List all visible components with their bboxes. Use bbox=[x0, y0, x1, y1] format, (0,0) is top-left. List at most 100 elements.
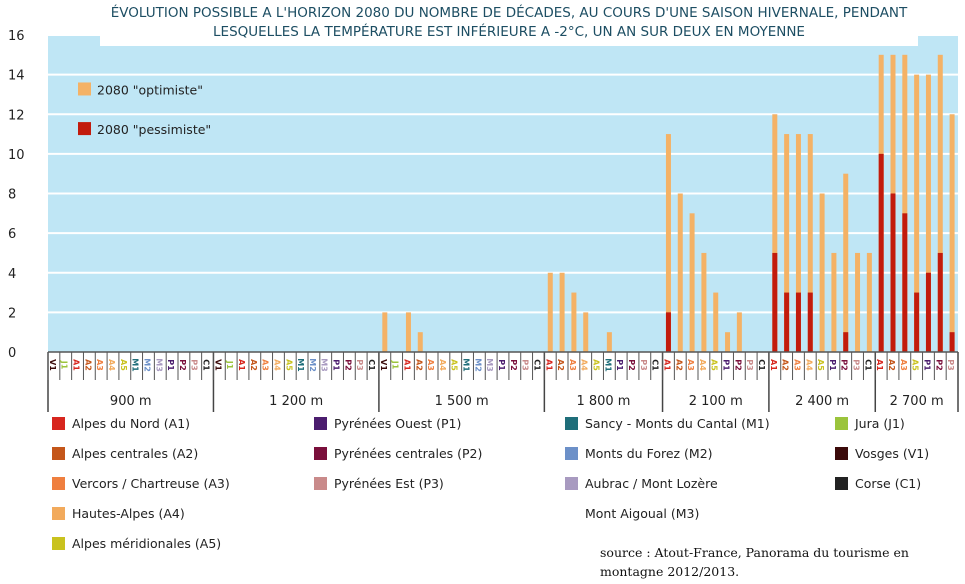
bar-optimiste bbox=[831, 252, 837, 352]
legend-label: Mont Aigoual (M3) bbox=[585, 506, 700, 521]
station-label: M3 bbox=[154, 358, 163, 372]
station-label: A1 bbox=[72, 359, 81, 371]
station-label: A3 bbox=[95, 359, 104, 371]
station-label: A2 bbox=[83, 359, 92, 371]
station-label: J1 bbox=[391, 360, 400, 370]
station-label: A4 bbox=[438, 359, 447, 371]
legend-swatch-optimiste bbox=[78, 82, 91, 96]
source-line-2: montagne 2012/2013. bbox=[600, 564, 740, 579]
source-note: source : Atout-France, Panorama du touri… bbox=[600, 543, 909, 581]
bar-optimiste bbox=[701, 252, 707, 352]
legend-swatch bbox=[835, 447, 848, 460]
legend-swatch bbox=[835, 417, 848, 430]
station-label: P3 bbox=[355, 359, 364, 370]
bar-pessimiste bbox=[937, 252, 943, 352]
bar-optimiste bbox=[795, 134, 801, 352]
bar-pessimiste bbox=[772, 252, 778, 352]
bar-pessimiste bbox=[925, 272, 931, 352]
bar-pessimiste bbox=[843, 332, 849, 352]
y-tick-label: 0 bbox=[8, 346, 16, 361]
source-line-1: source : Atout-France, Panorama du touri… bbox=[600, 545, 909, 560]
station-label: P1 bbox=[615, 359, 624, 371]
station-label: A1 bbox=[769, 359, 778, 371]
chart-title: ÉVOLUTION POSSIBLE A L'HORIZON 2080 DU N… bbox=[100, 4, 918, 46]
station-label: A3 bbox=[261, 359, 270, 371]
bar-pessimiste bbox=[784, 292, 790, 352]
station-label: P3 bbox=[521, 359, 530, 370]
bar-optimiste bbox=[925, 74, 931, 352]
legend-item: Alpes du Nord (A1) bbox=[52, 416, 190, 431]
legend-item: Vercors / Chartreuse (A3) bbox=[52, 476, 230, 491]
station-label: P1 bbox=[828, 359, 837, 371]
legend-label: Corse (C1) bbox=[855, 476, 922, 491]
group-label: 2 100 m bbox=[689, 394, 743, 409]
bar-optimiste bbox=[547, 272, 553, 352]
legend-swatch bbox=[314, 447, 327, 460]
legend-swatch-pessimiste bbox=[78, 122, 91, 136]
station-label: P1 bbox=[922, 359, 931, 371]
station-label: J1 bbox=[225, 360, 234, 370]
station-label: A4 bbox=[698, 359, 707, 371]
bar-optimiste bbox=[843, 173, 849, 352]
station-label: M1 bbox=[131, 358, 140, 372]
station-label: A2 bbox=[556, 359, 565, 371]
legend-item: Aubrac / Mont Lozère bbox=[565, 476, 718, 491]
bar-optimiste bbox=[559, 272, 565, 352]
station-label: A4 bbox=[804, 359, 813, 371]
station-label: P1 bbox=[722, 359, 731, 371]
station-label: P2 bbox=[627, 359, 636, 370]
station-label: A5 bbox=[710, 359, 719, 371]
bar-pessimiste bbox=[890, 193, 896, 352]
station-label: P3 bbox=[745, 359, 754, 370]
bar-optimiste bbox=[772, 114, 778, 352]
station-label: A1 bbox=[875, 359, 884, 371]
group-label: 2 700 m bbox=[890, 394, 944, 409]
station-label: M3 bbox=[320, 358, 329, 372]
legend-label: Jura (J1) bbox=[855, 416, 905, 431]
station-label: M3 bbox=[485, 358, 494, 372]
legend-item: Jura (J1) bbox=[835, 416, 905, 431]
bar-pessimiste bbox=[665, 312, 671, 352]
legend-swatch bbox=[565, 477, 578, 490]
station-label: V1 bbox=[48, 359, 57, 371]
station-label: P3 bbox=[190, 359, 199, 370]
station-label: C1 bbox=[532, 359, 541, 371]
station-label: A1 bbox=[662, 359, 671, 371]
station-label: A2 bbox=[414, 359, 423, 371]
group-label: 1 500 m bbox=[435, 394, 489, 409]
bar-optimiste bbox=[417, 332, 423, 352]
legend-label: Vosges (V1) bbox=[855, 446, 930, 461]
y-tick-label: 6 bbox=[8, 227, 16, 242]
y-tick-label: 16 bbox=[8, 29, 25, 44]
bar-chart: 0 2 4 6 8 10 12 14 16 2080 "optimiste" 2080 "pessi… bbox=[8, 29, 959, 412]
station-label: P2 bbox=[509, 359, 518, 370]
station-label: P3 bbox=[852, 359, 861, 370]
station-label: A1 bbox=[237, 359, 246, 371]
bar-optimiste bbox=[807, 134, 813, 352]
y-tick-label: 10 bbox=[8, 148, 25, 163]
station-label: A5 bbox=[284, 359, 293, 371]
bar-optimiste bbox=[784, 134, 790, 352]
legend-swatch bbox=[52, 537, 65, 550]
station-label: M2 bbox=[142, 358, 151, 372]
station-label: C1 bbox=[757, 359, 766, 371]
station-label: A1 bbox=[544, 359, 553, 371]
bar-optimiste bbox=[382, 312, 388, 352]
bar-optimiste bbox=[937, 54, 943, 352]
bar-optimiste bbox=[583, 312, 589, 352]
station-label: P1 bbox=[166, 359, 175, 371]
station-label: A2 bbox=[249, 359, 258, 371]
station-label: P2 bbox=[733, 359, 742, 370]
group-label: 2 400 m bbox=[795, 394, 849, 409]
station-label: A5 bbox=[450, 359, 459, 371]
bar-optimiste bbox=[866, 252, 872, 352]
station-label: A3 bbox=[568, 359, 577, 371]
legend-label: Sancy - Monts du Cantal (M1) bbox=[585, 416, 770, 431]
bar-pessimiste bbox=[949, 332, 955, 352]
bar-optimiste bbox=[606, 332, 612, 352]
station-label: P3 bbox=[946, 359, 955, 370]
legend-item: Corse (C1) bbox=[835, 476, 921, 491]
station-label: J1 bbox=[60, 360, 69, 370]
station-label: A2 bbox=[674, 359, 683, 371]
group-label: 900 m bbox=[110, 394, 152, 409]
